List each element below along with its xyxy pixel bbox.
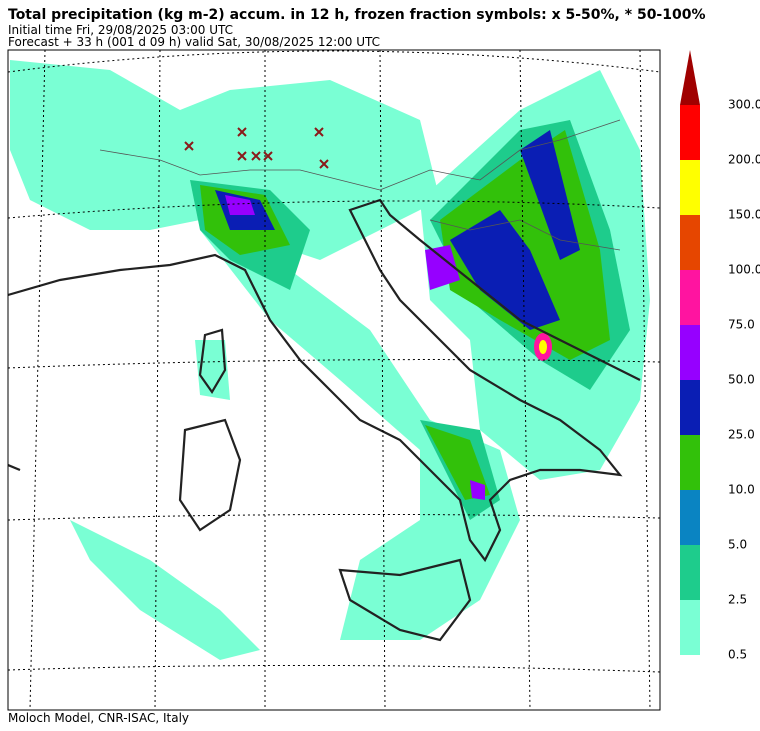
colorbar-segment — [680, 215, 700, 270]
frozen-symbols — [184, 127, 329, 169]
colorbar-segment — [680, 105, 700, 160]
colorbar-label: 300.0 — [728, 98, 760, 112]
colorbar-segment — [680, 380, 700, 435]
colorbar-segment — [680, 325, 700, 380]
colorbar-label: 150.0 — [728, 208, 760, 222]
colorbar-label: 10.0 — [728, 483, 755, 497]
footer: Moloch Model, CNR-ISAC, Italy — [8, 711, 190, 725]
borders — [99, 119, 621, 251]
map-frame — [7, 49, 661, 711]
colorbar-segment — [680, 490, 700, 545]
colorbar: 0.5 2.5 5.0 10.0 25.0 50.0 75.0 100.0 150.0 200.0… — [680, 50, 760, 662]
colorbar-extend — [680, 50, 700, 105]
title: Total precipitation (kg m-2) accum. in 1… — [8, 7, 706, 23]
colorbar-segment — [680, 435, 700, 490]
map — [8, 50, 660, 710]
colorbar-label: 5.0 — [728, 538, 747, 552]
colorbar-segment — [680, 600, 700, 655]
forecast-time: Forecast + 33 h (001 d 09 h) valid Sat, … — [8, 35, 381, 49]
colorbar-label: 100.0 — [728, 263, 760, 277]
colorbar-segment — [680, 545, 700, 600]
colorbar-label: 200.0 — [728, 153, 760, 167]
initial-time: Initial time Fri, 29/08/2025 03:00 UTC — [8, 23, 234, 37]
precip-peak — [539, 340, 547, 354]
colorbar-segment — [680, 160, 700, 215]
colorbar-label: 25.0 — [728, 428, 755, 442]
colorbar-label: 2.5 — [728, 593, 747, 607]
precip-intense — [225, 195, 485, 500]
colorbar-label: 50.0 — [728, 373, 755, 387]
coastline — [8, 198, 641, 642]
colorbar-label: 75.0 — [728, 318, 755, 332]
colorbar-label: 0.5 — [728, 648, 747, 662]
colorbar-segment — [680, 270, 700, 325]
graticule — [8, 50, 660, 710]
